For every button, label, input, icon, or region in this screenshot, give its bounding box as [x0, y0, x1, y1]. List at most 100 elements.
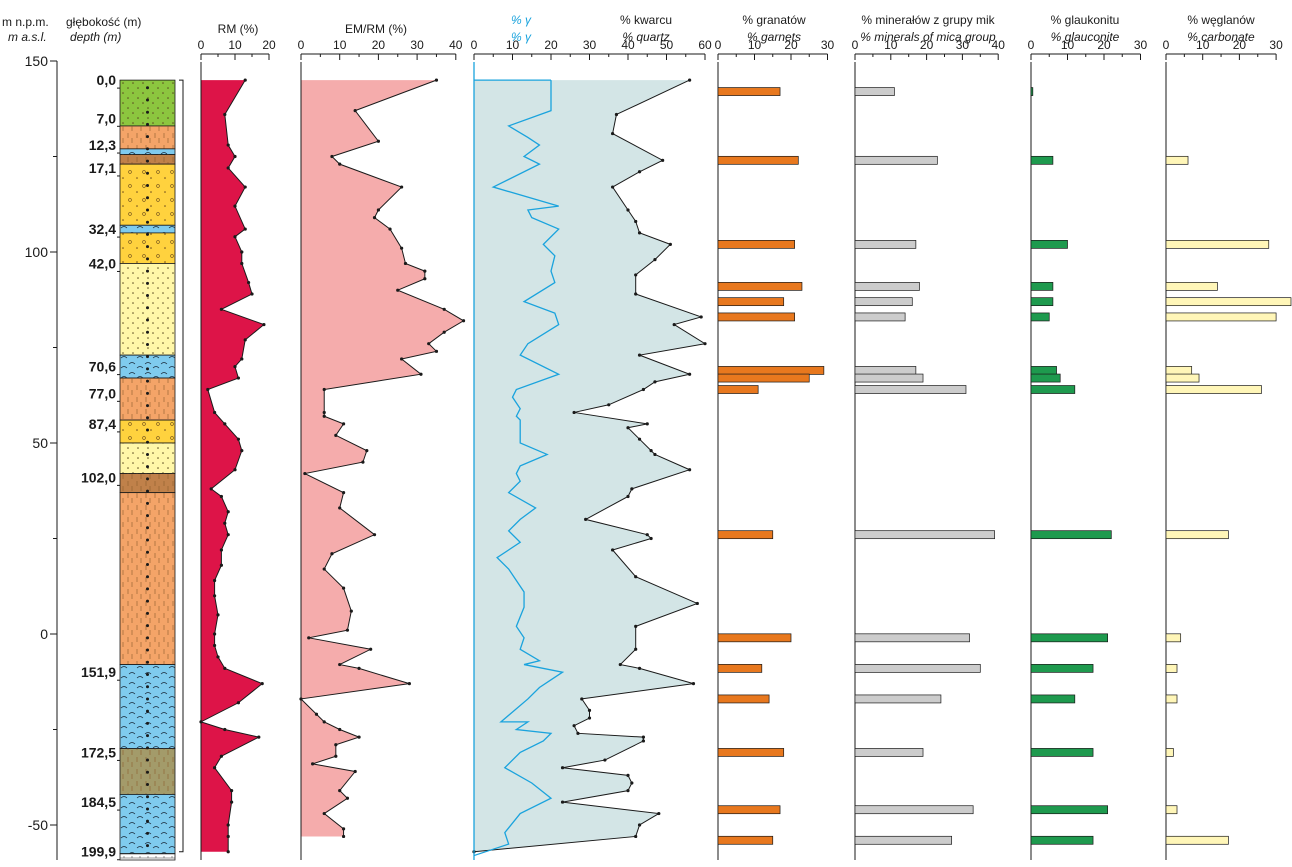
- carbonate-tick-label: 10: [1196, 38, 1210, 52]
- depth-labels: 0,0 7,0 12,3 17,1 32,4 42,0 70,6 77,0 87,4 102,0 1…: [81, 72, 120, 861]
- quartz-point: [580, 697, 584, 701]
- carbonate-tick-label: 0: [1163, 38, 1170, 52]
- lithology-sample-dot: [146, 355, 149, 359]
- emrm-point: [341, 422, 346, 426]
- lithology-sample-dot: [146, 294, 149, 298]
- lithology-sample-dot: [146, 624, 149, 628]
- emrm-point: [341, 586, 346, 590]
- garnet-bar: [717, 297, 785, 307]
- mica-bar: [854, 664, 981, 673]
- mica-bar: [854, 87, 895, 96]
- lithology-sample-dot: [146, 611, 149, 615]
- lithology-sample-dot: [146, 159, 149, 163]
- carbonate-bar: [1165, 312, 1277, 322]
- svg-text:% kwarcu: % kwarcu: [620, 13, 672, 27]
- rm-point: [206, 387, 210, 392]
- emrm-point: [314, 712, 319, 716]
- lithology-sample-dot: [146, 306, 149, 310]
- quartz-tick-label: 60: [698, 38, 712, 52]
- lithology-sample-dot: [146, 575, 149, 579]
- emrm-point: [338, 789, 342, 793]
- carbonate-bar: [1165, 748, 1174, 757]
- rm-point: [213, 643, 217, 648]
- lithology-sample-dot: [146, 245, 149, 249]
- emrm-point: [311, 762, 315, 766]
- emrm-point: [338, 662, 342, 667]
- lithology-sample-dot: [146, 477, 149, 481]
- glauconite-tick-label: 0: [1028, 38, 1035, 52]
- garnet-tick-label: 30: [821, 38, 835, 52]
- glauconite-bar: [1030, 805, 1109, 815]
- quartz-point: [611, 131, 615, 136]
- emrm-point: [322, 720, 326, 724]
- garnet-bar: [717, 282, 803, 291]
- header-carbonate: % węglanów % carbonate: [1187, 13, 1255, 44]
- quartz-point: [634, 834, 638, 839]
- rm-point: [236, 437, 240, 441]
- mica-bar: [854, 805, 974, 815]
- rm-point: [240, 449, 244, 453]
- rm-point: [219, 563, 223, 567]
- depth-label: 70,6: [89, 359, 116, 375]
- garnet-bar: [717, 664, 763, 673]
- quartz-point: [699, 315, 703, 319]
- rm-point: [219, 307, 223, 311]
- rm-point: [243, 227, 247, 231]
- rm-tick-label: 0: [198, 38, 205, 52]
- rm-point: [216, 613, 220, 617]
- mica-bar: [854, 373, 924, 383]
- garnet-bar: [717, 633, 792, 643]
- rm-point: [247, 280, 251, 285]
- mica-tick-label: 0: [852, 38, 859, 52]
- glauconite-bar: [1030, 297, 1054, 307]
- mica-tick-label: 40: [992, 38, 1006, 52]
- garnet-bar: [717, 240, 796, 249]
- rm-point: [233, 154, 237, 159]
- emrm-point: [365, 449, 369, 453]
- lithology-sample-dot: [146, 697, 149, 701]
- carbonate-tick-label: 30: [1269, 38, 1283, 52]
- lithology-sample-dot: [146, 734, 149, 738]
- rm-point: [226, 850, 230, 854]
- quartz-tick-label: 20: [544, 38, 558, 52]
- gamma-line: [473, 80, 565, 857]
- mica-tick-label: 20: [920, 38, 934, 52]
- mica-bar: [854, 748, 924, 757]
- emrm-point: [345, 628, 350, 632]
- mica-tick-label: 30: [956, 38, 970, 52]
- elevation-tick-label: 100: [25, 244, 49, 260]
- carbonate-panel: 0 10 20 30: [1163, 38, 1292, 860]
- glauconite-bar: [1030, 312, 1050, 322]
- lithology-bracket: [179, 79, 184, 853]
- emrm-tick-label: 0: [298, 38, 305, 52]
- rm-point: [233, 468, 237, 472]
- emrm-area: [301, 80, 464, 837]
- lithology-sample-dot: [146, 452, 149, 456]
- rm-point: [213, 766, 217, 770]
- lithology-sample-dot: [146, 269, 149, 273]
- rm-point: [243, 185, 247, 189]
- depth-label: 12,3: [89, 137, 116, 153]
- lithology-sample-dot: [146, 538, 149, 542]
- depth-label: 172,5: [81, 744, 116, 760]
- glauconite-bar: [1030, 748, 1094, 757]
- emrm-point: [427, 342, 431, 346]
- elevation-tick-label: 50: [32, 435, 48, 451]
- emrm-tick-label: 40: [449, 38, 463, 52]
- quartz-point: [703, 342, 707, 346]
- quartz-point: [653, 452, 657, 457]
- quartz-point: [626, 789, 630, 793]
- mica-bar: [854, 835, 953, 845]
- lithology-sample-dot: [146, 514, 149, 518]
- emrm-tick-label: 30: [410, 38, 424, 52]
- lithology-pattern: [120, 148, 175, 155]
- lithology-sample-dot: [146, 232, 149, 236]
- rm-point: [226, 143, 230, 147]
- emrm-point: [369, 647, 373, 651]
- lithology-sample-dot: [146, 660, 149, 664]
- emrm-point: [330, 154, 334, 159]
- garnet-bar: [717, 805, 781, 815]
- emrm-point: [322, 387, 326, 392]
- rm-area: [201, 80, 264, 852]
- lithology-sample-dot: [146, 208, 149, 212]
